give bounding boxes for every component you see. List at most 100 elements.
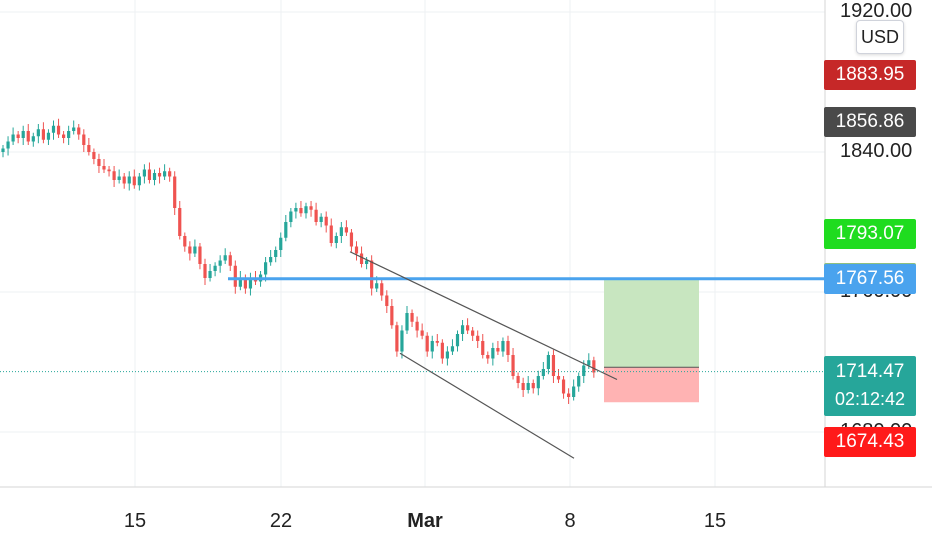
price-tag: 1793.07 bbox=[824, 219, 916, 250]
candle-body bbox=[526, 383, 530, 390]
profit-zone bbox=[604, 278, 699, 368]
candle-body bbox=[435, 341, 439, 343]
last-price-value: 1714.47 bbox=[835, 361, 905, 382]
candle-body bbox=[289, 211, 293, 222]
candle-body bbox=[582, 365, 586, 376]
time-tick-label: Mar bbox=[407, 510, 443, 532]
time-tick-label: 22 bbox=[269, 510, 293, 532]
candle-body bbox=[324, 216, 328, 226]
candle-body bbox=[193, 246, 197, 254]
candle-body bbox=[450, 346, 455, 352]
candle-body bbox=[36, 129, 40, 137]
candle-body bbox=[26, 131, 30, 142]
candle-body bbox=[587, 360, 591, 366]
candle-body bbox=[264, 262, 268, 275]
candle-body bbox=[188, 246, 192, 254]
candle-body bbox=[390, 306, 394, 326]
candle-body bbox=[294, 208, 298, 212]
candle-body bbox=[536, 376, 540, 389]
candle-body bbox=[168, 171, 172, 177]
candle-body bbox=[11, 134, 15, 142]
candle-body bbox=[334, 236, 338, 243]
time-tick-label: 15 bbox=[703, 510, 727, 532]
candle-body bbox=[299, 208, 303, 214]
candle-body bbox=[304, 206, 308, 214]
loss-zone bbox=[604, 367, 699, 403]
candle-body bbox=[329, 225, 333, 243]
candle-body bbox=[218, 260, 222, 266]
candle-body bbox=[67, 131, 71, 138]
candle-body bbox=[122, 176, 126, 184]
channel-lower-line bbox=[399, 352, 575, 459]
candle-body bbox=[107, 169, 111, 172]
candle-body bbox=[359, 253, 364, 264]
candle-body bbox=[87, 145, 91, 152]
candle-body bbox=[228, 255, 232, 266]
candle-body bbox=[16, 134, 20, 138]
price-tag: 1883.95 bbox=[824, 60, 916, 91]
candle-body bbox=[344, 227, 348, 233]
price-tick-label: 1840.00 bbox=[840, 140, 913, 162]
candle-body bbox=[198, 246, 202, 264]
candle-body bbox=[82, 134, 86, 145]
time-tick-label: 15 bbox=[123, 510, 147, 532]
bar-countdown: 02:12:42 bbox=[834, 389, 906, 409]
candle-body bbox=[46, 132, 51, 140]
candle-body bbox=[521, 383, 525, 390]
candle-body bbox=[77, 127, 81, 135]
candle-body bbox=[223, 255, 227, 261]
candle-body bbox=[56, 125, 61, 135]
candle-body bbox=[178, 208, 182, 236]
candle-body bbox=[173, 176, 177, 208]
candle-body bbox=[243, 278, 247, 289]
candle-body bbox=[496, 348, 500, 352]
candle-body bbox=[395, 325, 399, 352]
candle-body bbox=[132, 176, 136, 186]
candle-body bbox=[233, 265, 237, 287]
candle-body bbox=[541, 369, 545, 376]
candle-body bbox=[142, 169, 146, 177]
candle-body bbox=[72, 127, 76, 131]
candle-body bbox=[556, 376, 561, 380]
price-tick-label: 1920.00 bbox=[840, 0, 913, 22]
candle-body bbox=[112, 171, 116, 180]
candle-body bbox=[102, 166, 106, 170]
candle-body bbox=[31, 136, 35, 142]
candle-body bbox=[440, 342, 444, 359]
candle-body bbox=[1, 148, 5, 152]
chart-grid bbox=[0, 0, 825, 487]
currency-button[interactable]: USD bbox=[856, 20, 904, 54]
candle-body bbox=[420, 330, 424, 336]
candle-body bbox=[455, 334, 460, 347]
candle-body bbox=[572, 386, 576, 397]
candle-body bbox=[365, 260, 369, 264]
candle-body bbox=[127, 176, 131, 184]
candle-body bbox=[425, 335, 429, 352]
candle-body bbox=[203, 264, 207, 278]
drawing-overlays bbox=[0, 251, 825, 459]
candle-body bbox=[577, 376, 581, 387]
candle-body bbox=[491, 348, 495, 359]
candle-body bbox=[370, 260, 374, 289]
candle-body bbox=[147, 169, 152, 180]
candle-body bbox=[476, 335, 480, 341]
time-tick-label: 8 bbox=[564, 510, 576, 532]
candle-body bbox=[375, 283, 379, 289]
candle-body bbox=[92, 152, 96, 159]
price-tag: 1674.43 bbox=[824, 426, 916, 457]
candle-body bbox=[238, 278, 242, 287]
candle-body bbox=[117, 176, 121, 180]
candle-body bbox=[546, 355, 550, 369]
candle-body bbox=[62, 134, 66, 138]
candle-body bbox=[511, 355, 515, 376]
candlestick-series bbox=[1, 118, 596, 404]
candle-body bbox=[213, 265, 217, 271]
candle-body bbox=[284, 222, 288, 238]
candle-body bbox=[248, 278, 253, 289]
candle-body bbox=[21, 131, 25, 138]
candle-body bbox=[471, 330, 475, 336]
candle-body bbox=[137, 176, 141, 186]
candle-body bbox=[481, 341, 485, 355]
candle-body bbox=[208, 271, 212, 278]
